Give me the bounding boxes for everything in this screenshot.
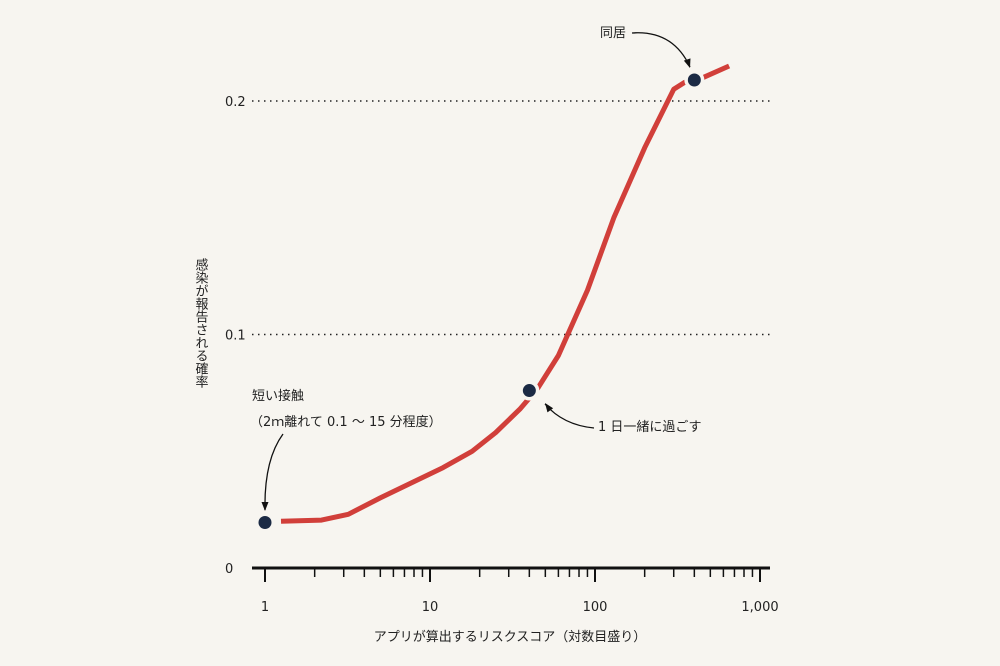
y-tick-label-2: 0.2	[225, 95, 246, 110]
arrow-short-contact	[264, 433, 284, 511]
gridlines	[252, 100, 770, 336]
y-tick-label-1: 0.1	[225, 329, 246, 344]
annotation-short-contact-line1: 短い接触	[252, 388, 304, 404]
x-tick-label-3: 1,000	[741, 600, 778, 615]
arrow-one-day-together-head	[545, 403, 554, 413]
annotation-points	[255, 69, 705, 533]
arrow-one-day-together	[544, 403, 595, 429]
y-tick-label-0: 0	[225, 562, 233, 577]
series-line-group	[280, 63, 731, 524]
annotation-arrows	[261, 32, 691, 511]
point-one-day-together	[522, 384, 536, 398]
series-line-0	[280, 63, 731, 524]
x-tick-label-0: 1	[261, 600, 269, 615]
annotation-one-day-together: 1 日一緒に過ごす	[598, 419, 702, 435]
annotation-short-contact-line2: （2ｍ離れて 0.1 ～ 15 分程度）	[250, 414, 442, 430]
arrow-short-contact-head	[261, 502, 269, 511]
point-household	[687, 73, 701, 87]
x-ticks: 1 10 100 1,000	[261, 568, 779, 615]
x-tick-label-2: 100	[583, 600, 608, 615]
y-axis-title: 感染が報告される確率	[193, 257, 209, 388]
annotation-household: 同居	[600, 26, 626, 41]
point-short-contact	[258, 515, 272, 529]
arrow-household-head	[683, 58, 691, 68]
x-tick-label-1: 10	[422, 600, 439, 615]
y-ticks: 0 0.1 0.2	[225, 95, 246, 577]
x-axis-title: アプリが算出するリスクスコア（対数目盛り）	[374, 630, 647, 645]
arrow-household	[631, 32, 691, 68]
